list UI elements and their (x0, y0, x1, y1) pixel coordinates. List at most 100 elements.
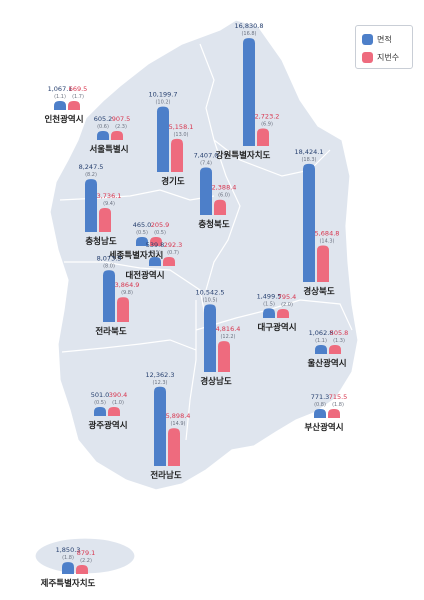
region-5-lots-value: 3,736.1 (97, 192, 122, 200)
region-11-name: 경상남도 (200, 376, 231, 387)
region-8-lots-bar (317, 245, 329, 282)
korea-map (34, 19, 359, 575)
region-1-lots-value: 907.5 (112, 115, 131, 123)
region-13-area-bar (94, 407, 106, 416)
region-0-area-bar (54, 101, 66, 110)
region-6-area-bar (136, 237, 148, 246)
region-0-name: 인천광역시 (44, 114, 83, 125)
region-12-lots-bar (329, 345, 341, 354)
region-16-area-pct: (1.8) (62, 555, 74, 561)
region-14-lots-value: 5,898.4 (166, 412, 191, 420)
region-4-name: 충청북도 (198, 219, 229, 230)
region-14-lots-bar (168, 428, 180, 466)
region-13-name: 광주광역시 (88, 420, 127, 431)
region-4-lots-value: 2,388.4 (212, 184, 237, 192)
region-14-lots-pct: (14.9) (170, 421, 185, 427)
legend-label-lots: 지번수 (377, 52, 400, 62)
region-4-area-pct: (7.4) (200, 161, 212, 167)
region-16-lots-bar (76, 565, 88, 574)
region-0-lots-value: 669.5 (69, 85, 88, 93)
region-11-lots-pct: (12.2) (220, 334, 235, 340)
region-15-name: 부산광역시 (304, 422, 343, 433)
region-15-lots-value: 715.5 (329, 393, 348, 401)
legend-swatch-area (362, 33, 373, 45)
region-13-area-value: 501.0 (91, 391, 110, 399)
region-4-lots-pct: (6.0) (218, 193, 230, 199)
region-15-lots-pct: (1.8) (332, 402, 344, 408)
region-15-area-bar (314, 409, 326, 418)
region-4-area-bar (200, 167, 212, 215)
region-5-area-pct: (8.2) (85, 172, 97, 178)
mainland-shape (49, 19, 359, 491)
legend-swatch-lots (362, 51, 373, 63)
region-2-lots-pct: (13.0) (173, 132, 188, 138)
region-8-lots-value: 5,684.8 (315, 230, 340, 238)
region-6-name: 세종특별자치시 (109, 250, 164, 261)
region-11-lots-bar (218, 341, 230, 372)
region-12-lots-pct: (1.3) (333, 338, 345, 344)
region-1-lots-pct: (2.3) (115, 124, 127, 130)
bars: 1,067.1(1.1)669.5(1.7)인천광역시 605.2(0.6)907… (41, 22, 349, 589)
region-16-lots-pct: (2.2) (80, 558, 92, 564)
region-0-lots-pct: (1.7) (72, 94, 84, 100)
region-10-name: 대구광역시 (257, 322, 296, 333)
region-6-lots-bar (150, 237, 162, 246)
region-16-area-value: 1,850.3 (56, 546, 81, 554)
region-13-lots-bar (108, 407, 120, 416)
region-6-lots-value: 205.9 (151, 221, 170, 229)
border-jeonbuk-jeonnam (61, 339, 197, 353)
region-11-lots-value: 4,816.4 (216, 325, 241, 333)
region-12-name: 울산광역시 (307, 358, 346, 369)
region-6-area-pct: (0.5) (136, 230, 148, 236)
region-5-lots-bar (99, 208, 111, 232)
region-4-lots-bar (214, 199, 226, 215)
region-9-lots-value: 3,864.9 (115, 281, 140, 289)
region-1-area-bar (97, 131, 109, 140)
region-8-area-value: 18,424.1 (295, 148, 324, 156)
region-6-lots-pct: (0.5) (154, 230, 166, 236)
region-14-name: 전라남도 (150, 470, 181, 481)
region-5-area-bar (85, 179, 97, 232)
region-8-area-bar (303, 163, 315, 282)
region-1-name: 서울특별시 (89, 144, 128, 155)
region-1-area-value: 605.2 (94, 115, 113, 123)
region-16-area-bar (62, 562, 74, 574)
region-5-name: 충청남도 (85, 236, 116, 247)
region-11-area-bar (204, 304, 216, 372)
region-9-area-pct: (8.0) (103, 263, 115, 269)
border-west-east (185, 300, 197, 441)
region-15-lots-bar (328, 409, 340, 418)
region-14-area-bar (154, 386, 166, 466)
region-13-lots-pct: (1.0) (112, 400, 124, 406)
region-15-area-value: 771.3 (311, 393, 330, 401)
region-3-lots-pct: (6.9) (261, 122, 273, 128)
region-1-area-pct: (0.6) (97, 124, 109, 130)
region-2-lots-bar (171, 138, 183, 172)
region-9-name: 전라북도 (95, 326, 126, 337)
region-11-area-value: 10,542.5 (196, 288, 225, 296)
region-10-lots-pct: (2.0) (281, 302, 293, 308)
region-15-area-pct: (0.8) (314, 402, 326, 408)
region-12-area-pct: (1.1) (315, 338, 327, 344)
region-10-area-bar (263, 308, 275, 318)
region-9-lots-pct: (9.8) (121, 290, 133, 296)
region-9-lots-bar (117, 297, 129, 322)
region-16-lots-value: 879.1 (77, 549, 96, 557)
legend: 면적 지번수 (355, 25, 413, 69)
region-8-lots-pct: (14.3) (319, 239, 334, 245)
region-7-area-pct: (0.5) (149, 250, 161, 256)
region-2-area-value: 10,199.7 (149, 91, 178, 99)
region-14-area-pct: (12.3) (152, 380, 167, 386)
legend-item-area: 면적 (362, 32, 392, 46)
region-10-area-value: 1,499.5 (257, 292, 282, 300)
region-3-area-pct: (16.8) (241, 31, 256, 37)
region-2-name: 경기도 (161, 176, 185, 187)
region-10-lots-value: 795.4 (278, 293, 297, 301)
region-8-area-pct: (18.3) (301, 157, 316, 163)
region-8-name: 경상북도 (303, 286, 334, 297)
region-13-area-pct: (0.5) (94, 400, 106, 406)
region-6-area-value: 465.0 (133, 221, 152, 229)
region-14-area-value: 12,362.3 (146, 371, 175, 379)
